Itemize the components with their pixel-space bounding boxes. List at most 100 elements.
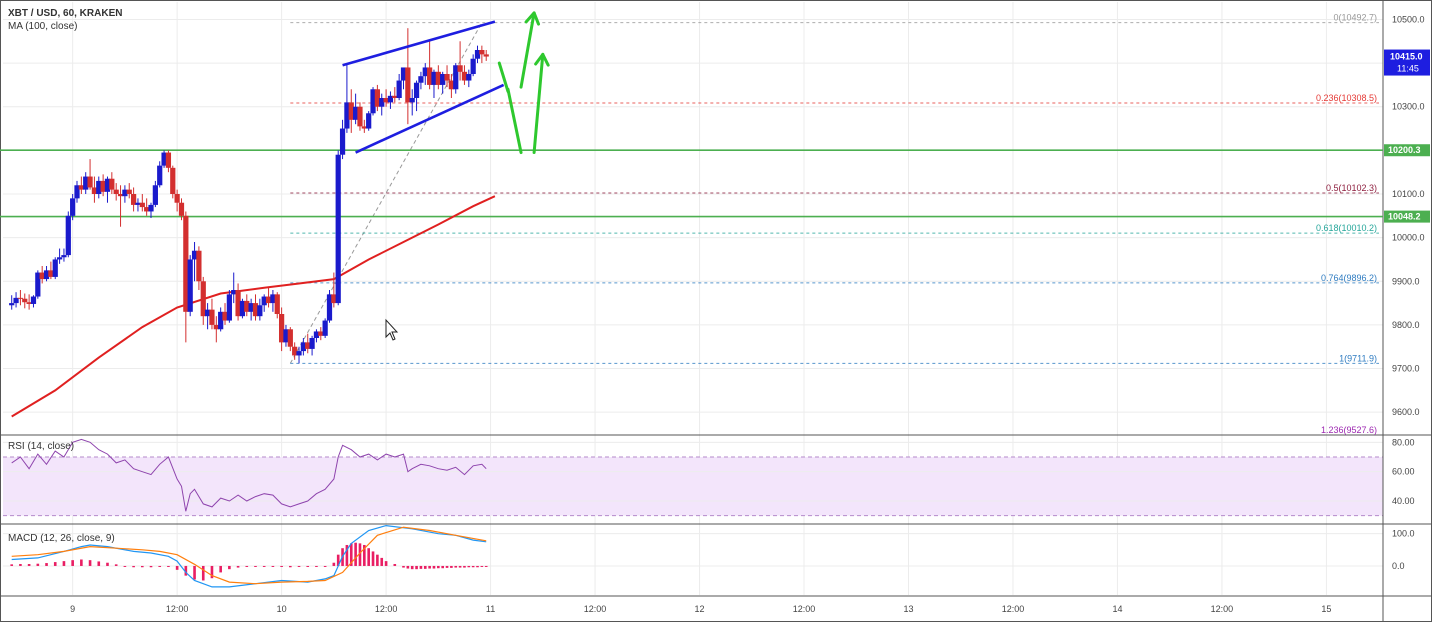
candle-body[interactable] [392, 95, 398, 98]
candle-body[interactable] [9, 303, 15, 306]
candle-body[interactable] [43, 270, 50, 280]
candle-body[interactable] [61, 255, 67, 258]
candle-body[interactable] [257, 305, 263, 317]
candle-body[interactable] [226, 294, 232, 321]
candle-body[interactable] [187, 259, 193, 312]
candle-body[interactable] [457, 65, 463, 72]
candle-body[interactable] [30, 296, 37, 304]
candle-body[interactable] [379, 98, 385, 107]
candle-body[interactable] [461, 71, 468, 81]
candle-body[interactable] [96, 180, 102, 194]
candle-body[interactable] [274, 294, 280, 314]
candle-body[interactable] [144, 207, 150, 212]
candle-body[interactable] [296, 351, 302, 356]
candle-body[interactable] [448, 80, 455, 90]
candle-body[interactable] [135, 202, 141, 205]
candle-body[interactable] [348, 102, 354, 120]
candle-body[interactable] [235, 290, 241, 317]
candle-body[interactable] [422, 67, 428, 77]
candle-body[interactable] [252, 303, 259, 317]
candle-body[interactable] [353, 106, 359, 120]
candle-body[interactable] [409, 98, 415, 103]
candle-body[interactable] [83, 176, 89, 190]
candle-body[interactable] [444, 74, 450, 81]
candle-body[interactable] [231, 290, 237, 295]
candle-body[interactable] [370, 89, 376, 114]
candle-body[interactable] [270, 294, 276, 304]
candle-body[interactable] [100, 180, 106, 192]
candle-body[interactable] [339, 128, 346, 155]
candle-body[interactable] [35, 272, 41, 297]
candle-body[interactable] [287, 329, 293, 347]
candle-body[interactable] [279, 314, 285, 343]
candle-body[interactable] [130, 194, 137, 205]
candle-body[interactable] [361, 126, 367, 129]
candle-body[interactable] [126, 189, 132, 194]
candle-body[interactable] [265, 296, 272, 304]
candle-body[interactable] [322, 320, 328, 336]
candle-body[interactable] [413, 82, 420, 98]
candle-body[interactable] [178, 202, 185, 216]
candle-body[interactable] [17, 297, 24, 299]
candle-body[interactable] [109, 178, 115, 190]
candle-body[interactable] [74, 185, 80, 199]
candle-body[interactable] [470, 58, 476, 74]
candle-body[interactable] [313, 331, 320, 338]
candle-body[interactable] [161, 152, 167, 166]
candle-body[interactable] [400, 67, 407, 81]
candle-body[interactable] [70, 198, 76, 216]
candle-body[interactable] [22, 298, 28, 303]
candle-body[interactable] [87, 176, 93, 188]
candle-body[interactable] [117, 194, 124, 197]
candle-body[interactable] [139, 202, 145, 208]
candle-body[interactable] [383, 98, 389, 103]
candle-body[interactable] [483, 54, 489, 57]
candle-body[interactable] [222, 311, 228, 321]
candle-body[interactable] [26, 302, 32, 304]
candle-body[interactable] [183, 215, 189, 312]
candle-body[interactable] [91, 187, 98, 194]
candle-body[interactable] [261, 296, 267, 306]
candle-body[interactable] [39, 272, 45, 280]
candle-body[interactable] [479, 50, 485, 55]
candle-body[interactable] [218, 311, 224, 330]
candle-body[interactable] [335, 154, 341, 304]
candle-body[interactable] [165, 152, 172, 168]
candle-body[interactable] [48, 270, 54, 277]
candle-body[interactable] [440, 74, 446, 85]
candle-body[interactable] [405, 67, 411, 103]
candle-body[interactable] [331, 294, 337, 304]
candle-body[interactable] [174, 194, 180, 203]
candle-body[interactable] [148, 204, 154, 212]
candle-body[interactable] [387, 95, 394, 103]
candle-body[interactable] [78, 185, 84, 190]
candle-body[interactable] [196, 250, 202, 282]
candle-body[interactable] [431, 71, 437, 85]
candle-body[interactable] [152, 185, 158, 205]
candle-body[interactable] [466, 74, 472, 81]
candle-body[interactable] [213, 324, 219, 330]
candle-body[interactable] [300, 342, 306, 352]
candle-body[interactable] [239, 300, 246, 317]
candle-body[interactable] [113, 189, 119, 194]
candle-body[interactable] [157, 165, 163, 186]
candle-body[interactable] [418, 76, 424, 83]
candle-body[interactable] [318, 331, 324, 336]
candle-body[interactable] [292, 346, 298, 356]
candle-body[interactable] [309, 338, 315, 349]
candle-body[interactable] [435, 71, 441, 85]
candle-body[interactable] [104, 178, 111, 192]
candle-body[interactable] [204, 309, 211, 317]
candle-body[interactable] [366, 113, 372, 129]
candle-body[interactable] [453, 65, 459, 90]
candle-body[interactable] [305, 342, 311, 349]
candle-body[interactable] [52, 259, 58, 277]
candle-body[interactable] [427, 67, 433, 85]
candle-body[interactable] [122, 189, 128, 197]
candle-body[interactable] [396, 80, 402, 98]
candle-body[interactable] [474, 50, 481, 59]
candle-body[interactable] [65, 215, 71, 256]
candle-body[interactable] [374, 89, 380, 107]
